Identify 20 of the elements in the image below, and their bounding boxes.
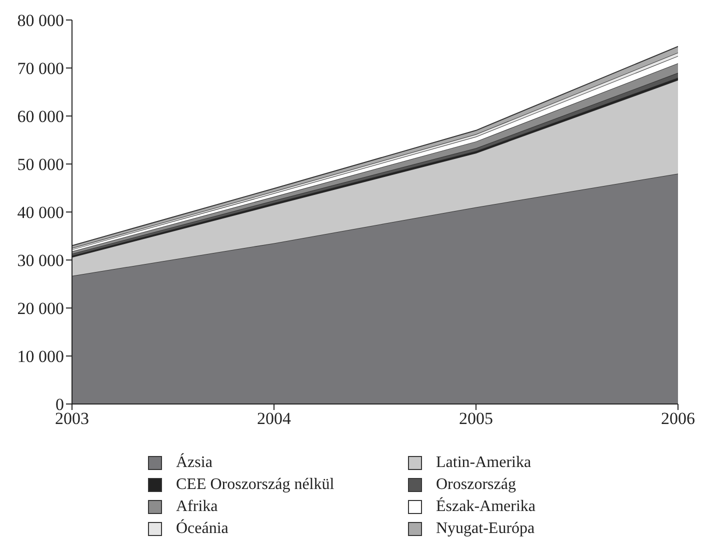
legend-label: Latin-Amerika: [436, 454, 532, 472]
y-tick-label: 50 000: [17, 155, 64, 174]
y-tick-label: 20 000: [17, 299, 64, 318]
legend-label: Óceánia: [176, 520, 228, 538]
y-tick-label: 80 000: [17, 11, 64, 30]
legend-label: Nyugat-Európa: [436, 520, 535, 538]
legend-label: CEE Oroszország nélkül: [176, 476, 334, 494]
y-tick-label: 70 000: [17, 59, 64, 78]
x-tick-label: 2004: [257, 409, 292, 428]
legend-label: Ázsia: [176, 454, 212, 472]
y-tick-label: 60 000: [17, 107, 64, 126]
legend-label: Oroszország: [436, 476, 516, 494]
y-tick-label: 10 000: [17, 347, 64, 366]
x-tick-label: 2006: [661, 409, 695, 428]
y-tick-label: 30 000: [17, 251, 64, 270]
legend-label: Észak-Amerika: [436, 498, 536, 516]
x-tick-label: 2005: [459, 409, 493, 428]
y-tick-label: 40 000: [17, 203, 64, 222]
legend-label: Afrika: [176, 498, 218, 516]
x-tick-label: 2003: [55, 409, 89, 428]
